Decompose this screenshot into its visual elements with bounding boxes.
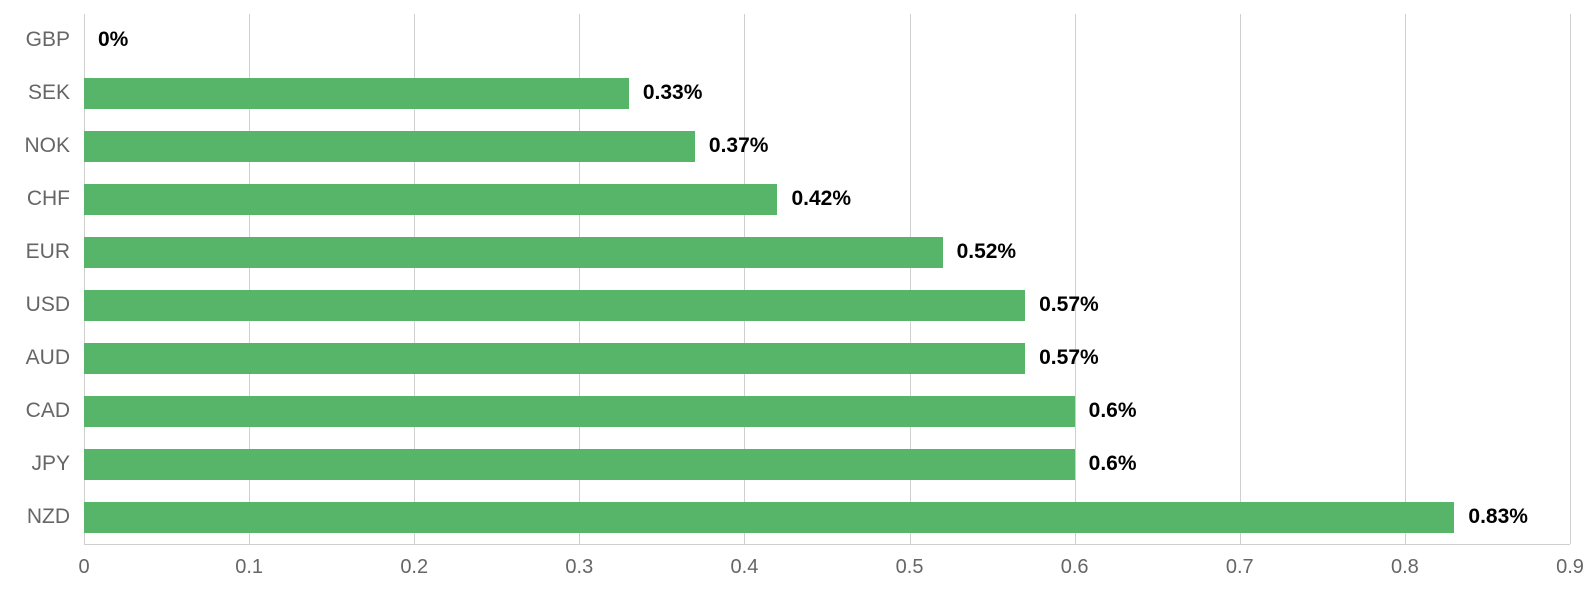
x-axis-tick-label: 0.9 xyxy=(1556,556,1584,579)
currency-bar-chart: 0% 0.33% 0.37% 0.42% 0.52% 0.57% 0.57% 0.6% 0.6%… xyxy=(0,0,1586,602)
x-axis-tick-label: 0.8 xyxy=(1391,556,1419,579)
y-axis-category-label: NZD xyxy=(27,505,70,529)
bar-value-label: 0.42% xyxy=(791,187,851,211)
x-axis-tick-label: 0.2 xyxy=(400,556,428,579)
x-axis-tick-label: 0.5 xyxy=(896,556,924,579)
x-axis-tick-label: 0.4 xyxy=(731,556,759,579)
y-axis-category-label: AUD xyxy=(26,346,70,370)
y-axis-category-label: JPY xyxy=(31,452,70,476)
bar-value-label: 0.57% xyxy=(1039,346,1099,370)
y-axis-category-label: SEK xyxy=(28,81,70,105)
bar xyxy=(84,131,695,162)
y-axis-category-label: CHF xyxy=(27,187,70,211)
y-axis-category-label: GBP xyxy=(26,28,70,52)
y-axis-category-label: EUR xyxy=(26,240,70,264)
y-axis-category-label: CAD xyxy=(26,399,70,423)
bar xyxy=(84,237,943,268)
bar xyxy=(84,78,629,109)
bar xyxy=(84,449,1075,480)
bar-value-label: 0.52% xyxy=(957,240,1017,264)
bar-value-label: 0.37% xyxy=(709,134,769,158)
x-axis-line xyxy=(84,544,1570,545)
bar xyxy=(84,502,1454,533)
bar xyxy=(84,290,1025,321)
x-axis-tick-label: 0 xyxy=(78,556,89,579)
bar xyxy=(84,396,1075,427)
bar-value-label: 0.6% xyxy=(1089,452,1137,476)
bar-value-label: 0.57% xyxy=(1039,293,1099,317)
y-axis-category-label: USD xyxy=(26,293,70,317)
x-axis-tick-label: 0.1 xyxy=(235,556,263,579)
plot-area: 0% 0.33% 0.37% 0.42% 0.52% 0.57% 0.57% 0.6% 0.6%… xyxy=(84,14,1570,544)
bar-value-label: 0% xyxy=(98,28,128,52)
x-axis-tick-label: 0.6 xyxy=(1061,556,1089,579)
gridline xyxy=(1570,14,1571,544)
gridline xyxy=(1075,14,1076,544)
y-axis-category-label: NOK xyxy=(24,134,70,158)
bar xyxy=(84,184,777,215)
bar-value-label: 0.6% xyxy=(1089,399,1137,423)
gridline xyxy=(1405,14,1406,544)
bar xyxy=(84,343,1025,374)
x-axis-tick-label: 0.7 xyxy=(1226,556,1254,579)
bar-value-label: 0.33% xyxy=(643,81,703,105)
x-axis-tick-label: 0.3 xyxy=(565,556,593,579)
bar-value-label: 0.83% xyxy=(1468,505,1528,529)
gridline xyxy=(1240,14,1241,544)
